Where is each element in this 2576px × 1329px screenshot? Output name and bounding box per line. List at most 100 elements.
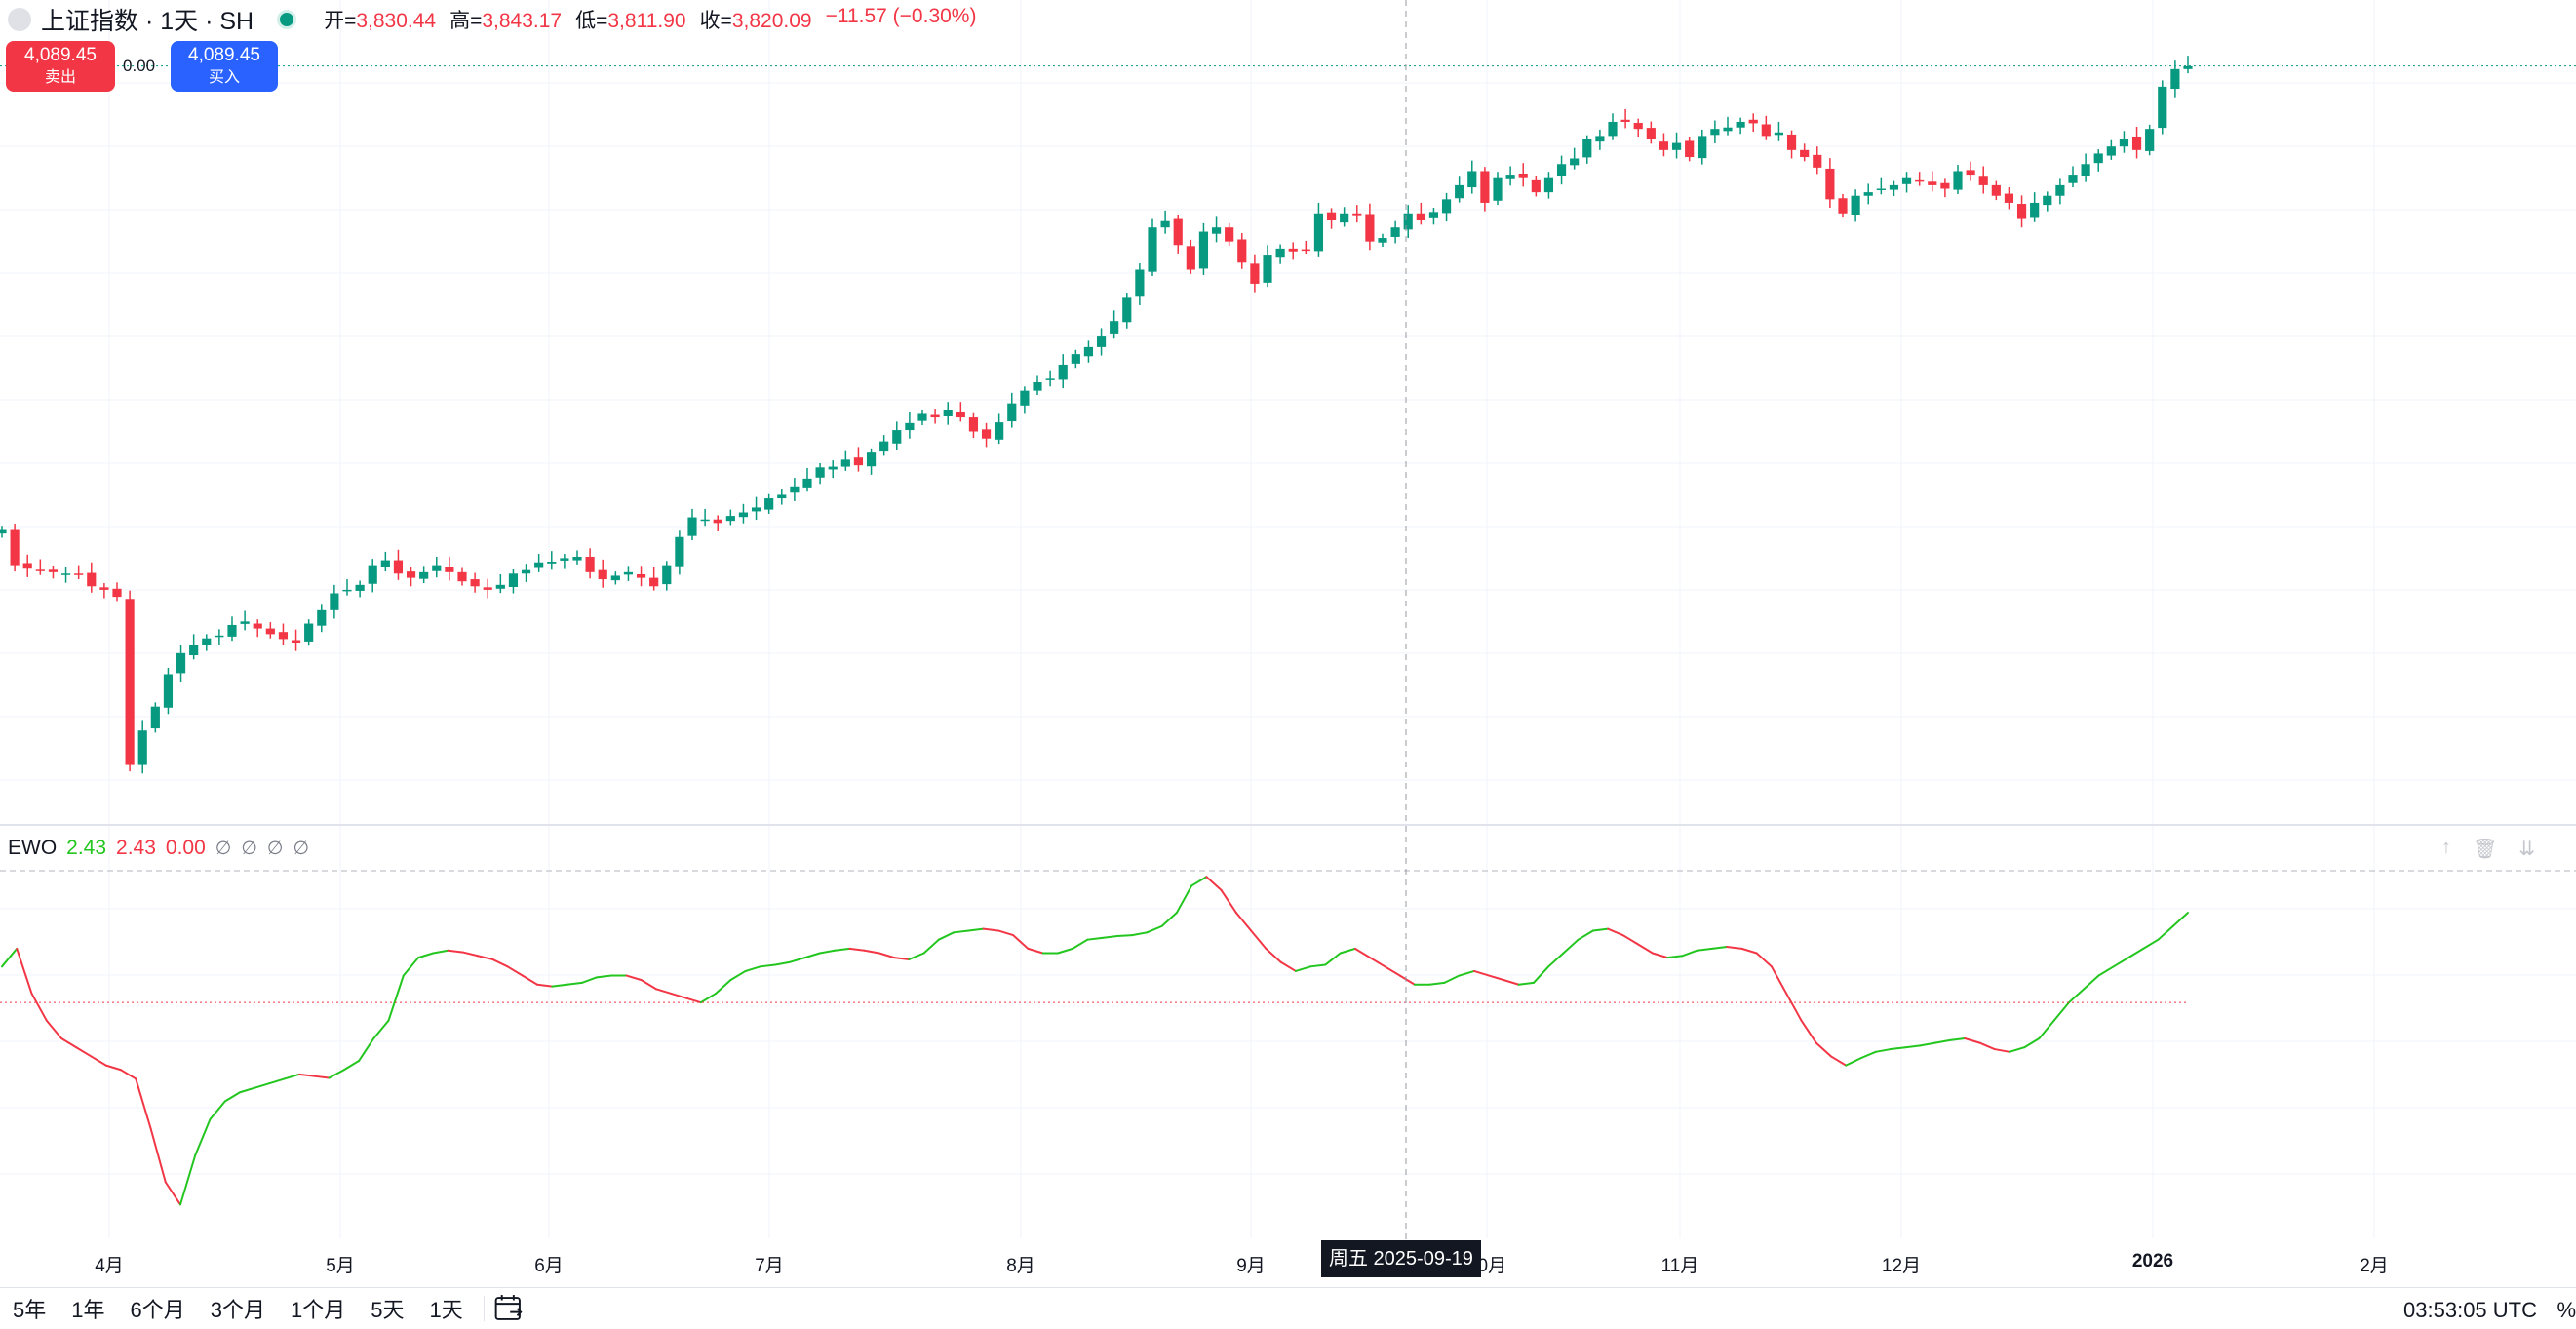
- candle: [1198, 222, 1209, 275]
- candle-body: [330, 593, 339, 610]
- ewo-segment: [1829, 1055, 1848, 1067]
- candle: [1876, 177, 1886, 195]
- symbol-title[interactable]: 上证指数 · 1天 · SH: [41, 8, 254, 35]
- candle: [2093, 149, 2103, 172]
- ewo-segment: [1904, 1044, 1922, 1049]
- candle: [1518, 163, 1528, 187]
- candle: [1173, 215, 1183, 254]
- candle: [380, 551, 390, 572]
- range-1d-button[interactable]: 1天: [429, 1298, 463, 1322]
- ewo-segment: [358, 1037, 375, 1063]
- candle-body: [495, 584, 505, 589]
- low-value: 3,811.90: [607, 10, 686, 32]
- candle: [1186, 239, 1195, 274]
- utc-clock[interactable]: 03:53:05 UTC: [2403, 1298, 2537, 1322]
- candle: [60, 567, 71, 583]
- candle-body: [738, 512, 749, 518]
- candle: [1620, 108, 1630, 129]
- candle-body: [457, 571, 467, 582]
- ewo-segment: [699, 992, 718, 1004]
- ewo-segment: [1265, 947, 1282, 963]
- candle: [1467, 160, 1477, 194]
- candle-body: [1685, 140, 1695, 158]
- candle-body: [1543, 177, 1554, 193]
- ewo-segment: [2083, 974, 2100, 991]
- ewo-segment: [477, 955, 494, 960]
- range-5d-button[interactable]: 5天: [371, 1298, 405, 1322]
- candle: [1493, 172, 1503, 206]
- candle-body: [1863, 192, 1873, 196]
- candle-body: [508, 573, 519, 587]
- toolbar-divider: [483, 1296, 485, 1321]
- candle-body: [278, 632, 289, 640]
- ewo-segment: [996, 929, 1015, 937]
- range-1m-button[interactable]: 1个月: [291, 1298, 346, 1322]
- indicator-name[interactable]: EWO: [8, 837, 58, 859]
- buy-button[interactable]: 4,089.45 买入: [171, 41, 278, 92]
- candle-body: [1173, 218, 1183, 246]
- ewo-segment: [803, 952, 821, 959]
- ewo-segment: [982, 927, 999, 932]
- candlestick-series: [0, 56, 2193, 774]
- ewo-segment: [774, 960, 792, 966]
- candle: [278, 623, 289, 645]
- candle: [2170, 60, 2180, 98]
- market-status-icon[interactable]: [277, 10, 297, 29]
- ewo-segment: [1279, 960, 1297, 972]
- candle: [176, 645, 186, 683]
- candle-body: [2081, 164, 2090, 176]
- candle: [1505, 166, 1515, 186]
- range-5y-button[interactable]: 5年: [13, 1298, 47, 1322]
- range-3m-button[interactable]: 3个月: [210, 1298, 265, 1322]
- range-1y-button[interactable]: 1年: [71, 1298, 105, 1322]
- ewo-segment: [1919, 1041, 1936, 1047]
- candle: [1915, 172, 1925, 186]
- ewo-segment: [223, 1091, 242, 1103]
- candle-body: [1582, 138, 1592, 158]
- candle-body: [380, 560, 390, 567]
- candle-body: [1083, 346, 1094, 357]
- candle: [866, 448, 877, 475]
- candle-body: [202, 638, 212, 645]
- open-label: 开=: [324, 10, 357, 32]
- indicator-legend[interactable]: EWO 2.43 2.43 0.00 ∅ ∅ ∅ ∅: [8, 837, 309, 860]
- candle-body: [304, 623, 314, 642]
- candle: [1825, 158, 1835, 208]
- x-tick-label: 5月: [326, 1256, 355, 1276]
- collapse-icon[interactable]: ⇊: [2518, 839, 2536, 860]
- candle: [227, 616, 237, 642]
- candle: [1313, 202, 1324, 257]
- ewo-segment: [580, 976, 599, 984]
- candle-body: [968, 417, 979, 432]
- ewo-segment: [1309, 963, 1327, 968]
- candle: [1288, 242, 1298, 260]
- sell-button[interactable]: 4,089.45 卖出: [6, 41, 115, 92]
- ewo-segment: [1666, 955, 1684, 959]
- candle-body: [2093, 153, 2103, 164]
- ewo-segment: [893, 957, 911, 960]
- ewo-segment: [1, 947, 19, 968]
- calendar-goto-icon[interactable]: [492, 1292, 526, 1325]
- ewo-segment: [536, 983, 554, 988]
- high-label: 高=: [449, 10, 483, 32]
- range-6m-button[interactable]: 6个月: [130, 1298, 185, 1322]
- ewo-segment: [120, 1069, 137, 1080]
- move-up-icon[interactable]: ↑: [2441, 837, 2451, 858]
- candle-body: [1940, 182, 1950, 189]
- candle: [828, 460, 838, 479]
- candle: [1774, 121, 1784, 141]
- candle-body: [1225, 227, 1234, 242]
- delete-icon[interactable]: 🗑: [2473, 839, 2498, 860]
- candle: [265, 622, 275, 639]
- candle-body: [1978, 176, 1988, 185]
- candle-body: [1198, 231, 1209, 269]
- ewo-segment: [194, 1117, 212, 1156]
- ewo-segment: [937, 931, 956, 941]
- crosshair-date-label: 周五 2025-09-19: [1321, 1240, 1481, 1277]
- percent-toggle[interactable]: %: [2556, 1298, 2576, 1322]
- candle: [1403, 205, 1413, 239]
- candle: [1378, 233, 1387, 248]
- candle-body: [1723, 127, 1733, 132]
- candle-body: [1825, 168, 1835, 200]
